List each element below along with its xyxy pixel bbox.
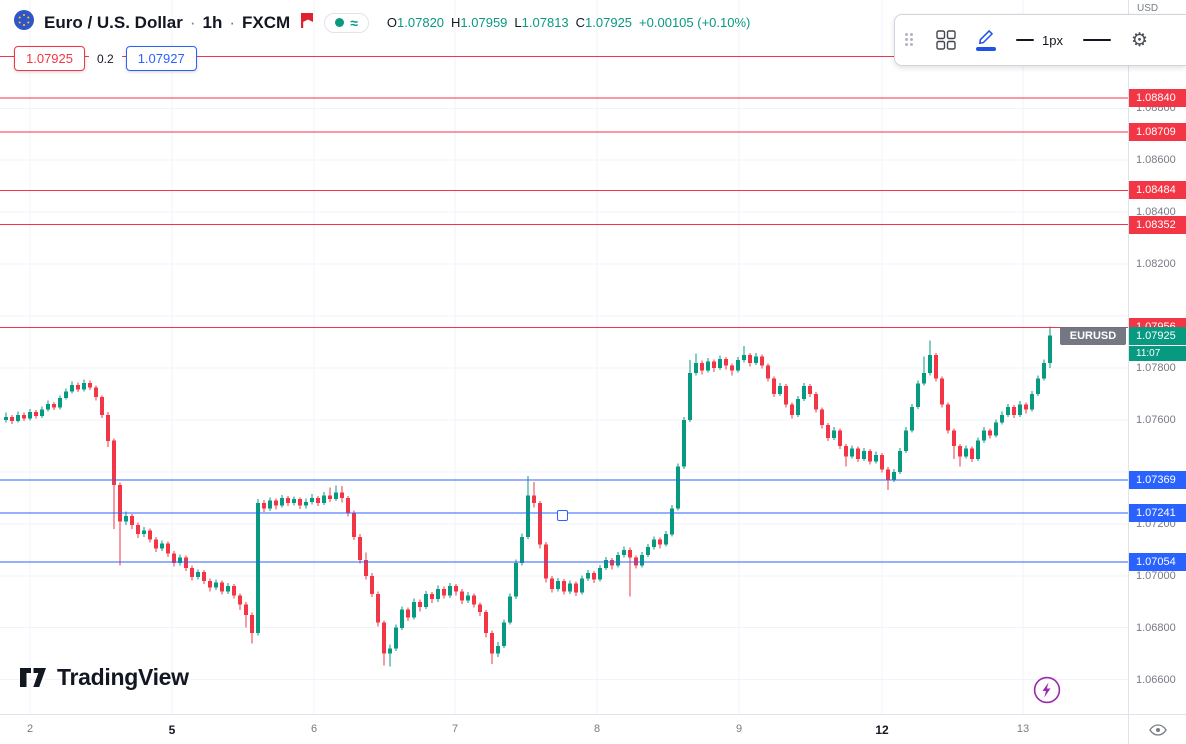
close-key: C — [575, 15, 586, 30]
low-key: L — [514, 15, 522, 30]
symbol-name[interactable]: Euro / U.S. Dollar — [44, 12, 183, 32]
change-value: +0.00105 (+0.10%) — [639, 15, 751, 30]
price-tick-label: 1.08400 — [1136, 206, 1176, 219]
price-axis[interactable]: 1.08800 1.08600 1.08400 1.08200 1.07800 1.076… — [1128, 0, 1186, 714]
level-price-badge[interactable]: 1.08352 — [1129, 215, 1186, 234]
axis-corner-cell[interactable] — [1128, 715, 1186, 744]
line-width-label: 1px — [1042, 32, 1063, 48]
level-price-badge[interactable]: 1.07241 — [1129, 504, 1186, 523]
time-tick-label: 6 — [310, 723, 318, 735]
market-open-dot-icon — [335, 18, 345, 27]
eye-icon[interactable] — [1148, 723, 1167, 736]
level-price-badge[interactable]: 1.08709 — [1129, 122, 1186, 141]
eurusd-flag-icon — [14, 10, 34, 35]
price-tick-label: 1.07800 — [1136, 362, 1176, 374]
level-price-badge[interactable]: 1.07369 — [1129, 470, 1186, 489]
symbol-header: Euro / U.S. Dollar · 1h · FXCM ≈ O1.0782… — [14, 10, 750, 35]
spread-value: 0.2 — [89, 49, 122, 68]
level-price-badge[interactable]: 1.08840 — [1129, 88, 1186, 107]
lightning-bolt-icon — [1033, 676, 1061, 704]
line-width-control[interactable]: 1px — [1016, 33, 1063, 48]
sell-button[interactable]: 1.07925 — [14, 46, 85, 71]
time-tick-label: 7 — [451, 723, 459, 735]
lightning-button[interactable] — [1033, 676, 1061, 704]
price-tick-label: 1.06600 — [1136, 673, 1176, 686]
price-tick-label: 1.07600 — [1136, 413, 1176, 426]
interval-label[interactable]: 1h — [202, 12, 223, 32]
title-separator: · — [229, 12, 236, 32]
line-style-icon[interactable] — [1082, 39, 1111, 41]
high-key: H — [451, 15, 461, 30]
price-tick-label: 1.06800 — [1136, 621, 1176, 634]
time-tick-label: 8 — [593, 723, 601, 735]
fxcm-logo-icon — [300, 12, 314, 34]
pencil-tool-icon[interactable] — [976, 29, 996, 51]
time-tick-label: 2 — [26, 723, 34, 735]
drag-handle-icon[interactable] — [905, 32, 916, 48]
last-price-badge[interactable]: 1.07925 — [1129, 326, 1186, 345]
time-tick-label: 9 — [735, 723, 743, 735]
time-axis[interactable]: 2 5 6 7 8 9 12 13 — [0, 714, 1186, 744]
chart-canvas[interactable] — [0, 0, 1128, 714]
exchange-label[interactable]: FXCM — [242, 12, 291, 32]
line-selection-handle[interactable] — [557, 510, 568, 521]
low-value: 1.07813 — [521, 15, 569, 30]
layout-grid-icon[interactable] — [936, 30, 956, 50]
title-separator: · — [189, 12, 196, 32]
close-value: 1.07925 — [585, 15, 633, 30]
trade-panel: 1.07925 0.2 1.07927 — [14, 46, 197, 71]
symbol-price-line-badge[interactable]: EURUSD — [1060, 326, 1126, 345]
axis-currency-label: USD — [1137, 3, 1159, 14]
price-tick-label: 1.08600 — [1136, 154, 1176, 167]
level-price-badge[interactable]: 1.07054 — [1129, 552, 1186, 571]
symbol-title[interactable]: Euro / U.S. Dollar · 1h · FXCM — [44, 13, 290, 33]
line-sample-icon — [1016, 39, 1034, 41]
bar-countdown-badge: 11:07 — [1129, 345, 1186, 361]
tradingview-wordmark: TradingView — [57, 664, 189, 690]
level-price-badge[interactable]: 1.08484 — [1129, 181, 1186, 200]
open-key: O — [386, 15, 398, 30]
settings-gear-icon[interactable]: ⚙ — [1130, 29, 1149, 51]
price-tick-label: 1.08200 — [1136, 258, 1176, 271]
drawing-toolbar: 1px ⚙ — [894, 14, 1186, 66]
tradingview-logo[interactable]: TradingView — [18, 664, 189, 691]
market-status-pill[interactable]: ≈ — [324, 12, 369, 33]
delayed-data-icon: ≈ — [350, 14, 358, 31]
high-value: 1.07959 — [460, 15, 508, 30]
time-tick-label: 12 — [875, 723, 889, 737]
open-value: 1.07820 — [397, 15, 445, 30]
time-tick-label: 5 — [168, 723, 176, 737]
buy-button[interactable]: 1.07927 — [125, 46, 197, 71]
ohlc-readout: O1.07820 H1.07959 L1.07813 C1.07925 +0.0… — [387, 15, 750, 30]
tool-color-swatch — [976, 47, 996, 51]
time-tick-label: 13 — [1016, 723, 1030, 735]
tradingview-mark-icon — [20, 667, 46, 687]
price-tick-label: 1.07000 — [1136, 569, 1176, 582]
